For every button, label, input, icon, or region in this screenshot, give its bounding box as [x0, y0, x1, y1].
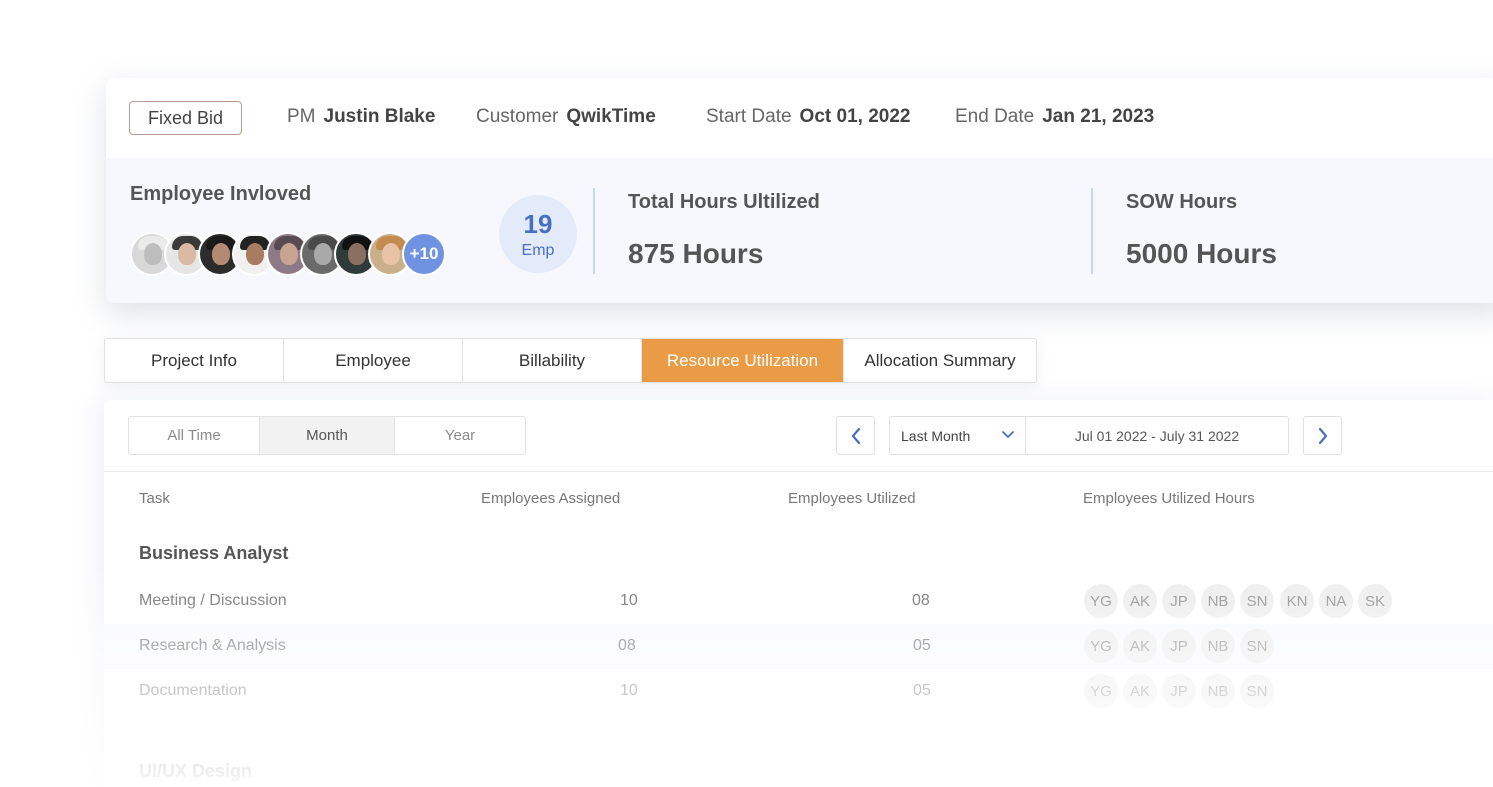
- employee-count-unit: Emp: [521, 242, 555, 259]
- task-name: Research & Analysis: [139, 637, 286, 654]
- task-name: Meeting / Discussion: [139, 592, 287, 609]
- tab-employee[interactable]: Employee: [284, 339, 463, 382]
- avatar[interactable]: [198, 232, 242, 276]
- employee-chip[interactable]: AK: [1123, 584, 1157, 618]
- column-header-task: Task: [139, 490, 170, 507]
- project-meta-row: Fixed Bid PM Justin Blake Customer QwikTim…: [106, 78, 1493, 158]
- chevron-right-icon: [1318, 427, 1327, 444]
- employee-chip[interactable]: NB: [1201, 629, 1235, 663]
- total-hours-label: Total Hours Ultilized: [628, 191, 820, 213]
- chevron-left-icon: [851, 427, 860, 444]
- assigned-count: 10: [620, 592, 638, 609]
- pm-info: PM Justin Blake: [287, 106, 435, 128]
- avatar[interactable]: [232, 232, 276, 276]
- date-range-picker: Last Month Jul 01 2022 - July 31 2022: [889, 416, 1289, 455]
- utilized-count: 05: [913, 637, 931, 654]
- column-header-utilized: Employees Utilized: [788, 490, 916, 507]
- utilized-count: 05: [913, 682, 931, 699]
- project-type-badge: Fixed Bid: [129, 101, 243, 135]
- employee-chip[interactable]: NB: [1201, 674, 1235, 708]
- column-header-assigned: Employees Assigned: [481, 490, 621, 507]
- tab-allocation-summary[interactable]: Allocation Summary: [864, 350, 1016, 370]
- table-row[interactable]: Research & Analysis 08 05 YG AK JP NB SN: [104, 624, 1493, 669]
- column-header-utilized-hours: Employees Utilized Hours: [1083, 490, 1255, 507]
- employee-chip[interactable]: NB: [1201, 584, 1235, 618]
- employee-chip[interactable]: SK: [1358, 584, 1392, 618]
- employee-chip[interactable]: AK: [1123, 629, 1157, 663]
- tab-billability[interactable]: Billability: [463, 339, 642, 382]
- group-title: UI/UX Design: [139, 761, 253, 781]
- pm-value: Justin Blake: [323, 106, 436, 127]
- end-date-value: Jan 21, 2023: [1042, 106, 1155, 127]
- range-dropdown[interactable]: Last Month: [890, 417, 1026, 454]
- employee-chip[interactable]: YG: [1084, 629, 1118, 663]
- customer-label: Customer: [476, 106, 559, 127]
- table-row[interactable]: Meeting / Discussion 10 08 YG AK JP NB S…: [104, 579, 1493, 624]
- project-tabs: Project Info Employee Billability Resour…: [104, 338, 1037, 383]
- date-range-text[interactable]: Jul 01 2022 - July 31 2022: [1074, 427, 1240, 444]
- tab-resource-utilization[interactable]: Resource Utilization: [642, 339, 844, 382]
- employee-count: 19: [523, 209, 553, 239]
- employee-chip[interactable]: SN: [1240, 629, 1274, 663]
- divider: [593, 188, 595, 274]
- end-date-info: End Date Jan 21, 2023: [955, 106, 1154, 128]
- group-title: Business Analyst: [139, 543, 289, 563]
- total-hours-value: 875 Hours: [628, 238, 764, 269]
- period-year[interactable]: Year: [444, 427, 476, 444]
- period-all-time[interactable]: All Time: [129, 417, 260, 454]
- project-summary-card: Fixed Bid PM Justin Blake Customer QwikTim…: [106, 78, 1493, 303]
- tab-project-info[interactable]: Project Info: [105, 339, 284, 382]
- utilized-count: 08: [912, 592, 930, 609]
- assigned-count: 10: [620, 682, 638, 699]
- start-date-label: Start Date: [706, 106, 792, 127]
- assigned-count: 08: [618, 637, 636, 654]
- employee-chip[interactable]: SN: [1240, 674, 1274, 708]
- employee-chip[interactable]: JP: [1162, 629, 1196, 663]
- start-date-value: Oct 01, 2022: [799, 106, 911, 127]
- employee-chip[interactable]: AK: [1123, 674, 1157, 708]
- employee-chip[interactable]: NA: [1319, 584, 1353, 618]
- stats-row: [106, 158, 1493, 303]
- more-avatars-badge[interactable]: +10: [402, 232, 446, 276]
- divider: [1091, 188, 1093, 274]
- customer-value: QwikTime: [566, 106, 656, 127]
- customer-info: Customer QwikTime: [476, 106, 656, 128]
- employee-chip[interactable]: KN: [1280, 584, 1314, 618]
- resource-utilization-panel: All Time Month Year Last Month Jul 01 20…: [104, 400, 1493, 787]
- divider: [104, 471, 1493, 472]
- employee-count-badge: 19 Emp: [499, 195, 577, 273]
- employee-chip[interactable]: JP: [1162, 584, 1196, 618]
- range-option: Last Month: [901, 427, 971, 444]
- end-date-label: End Date: [955, 106, 1035, 127]
- next-range-button[interactable]: [1303, 416, 1342, 455]
- pm-label: PM: [287, 106, 316, 127]
- chevron-down-icon: [1002, 431, 1014, 438]
- start-date-info: Start Date Oct 01, 2022: [706, 106, 910, 128]
- employee-chip[interactable]: YG: [1084, 584, 1118, 618]
- sow-hours-label: SOW Hours: [1126, 191, 1238, 213]
- period-month[interactable]: Month: [260, 417, 395, 454]
- employee-chip[interactable]: YG: [1084, 674, 1118, 708]
- employee-chip[interactable]: SN: [1240, 584, 1274, 618]
- task-name: Documentation: [139, 682, 247, 699]
- previous-range-button[interactable]: [836, 416, 875, 455]
- employee-chip[interactable]: JP: [1162, 674, 1196, 708]
- period-toggle: All Time Month Year: [128, 416, 526, 455]
- sow-hours-value: 5000 Hours: [1126, 238, 1277, 269]
- table-row[interactable]: Documentation 10 05 YG AK JP NB SN: [104, 669, 1493, 714]
- employees-involved-title: Employee Invloved: [130, 183, 312, 205]
